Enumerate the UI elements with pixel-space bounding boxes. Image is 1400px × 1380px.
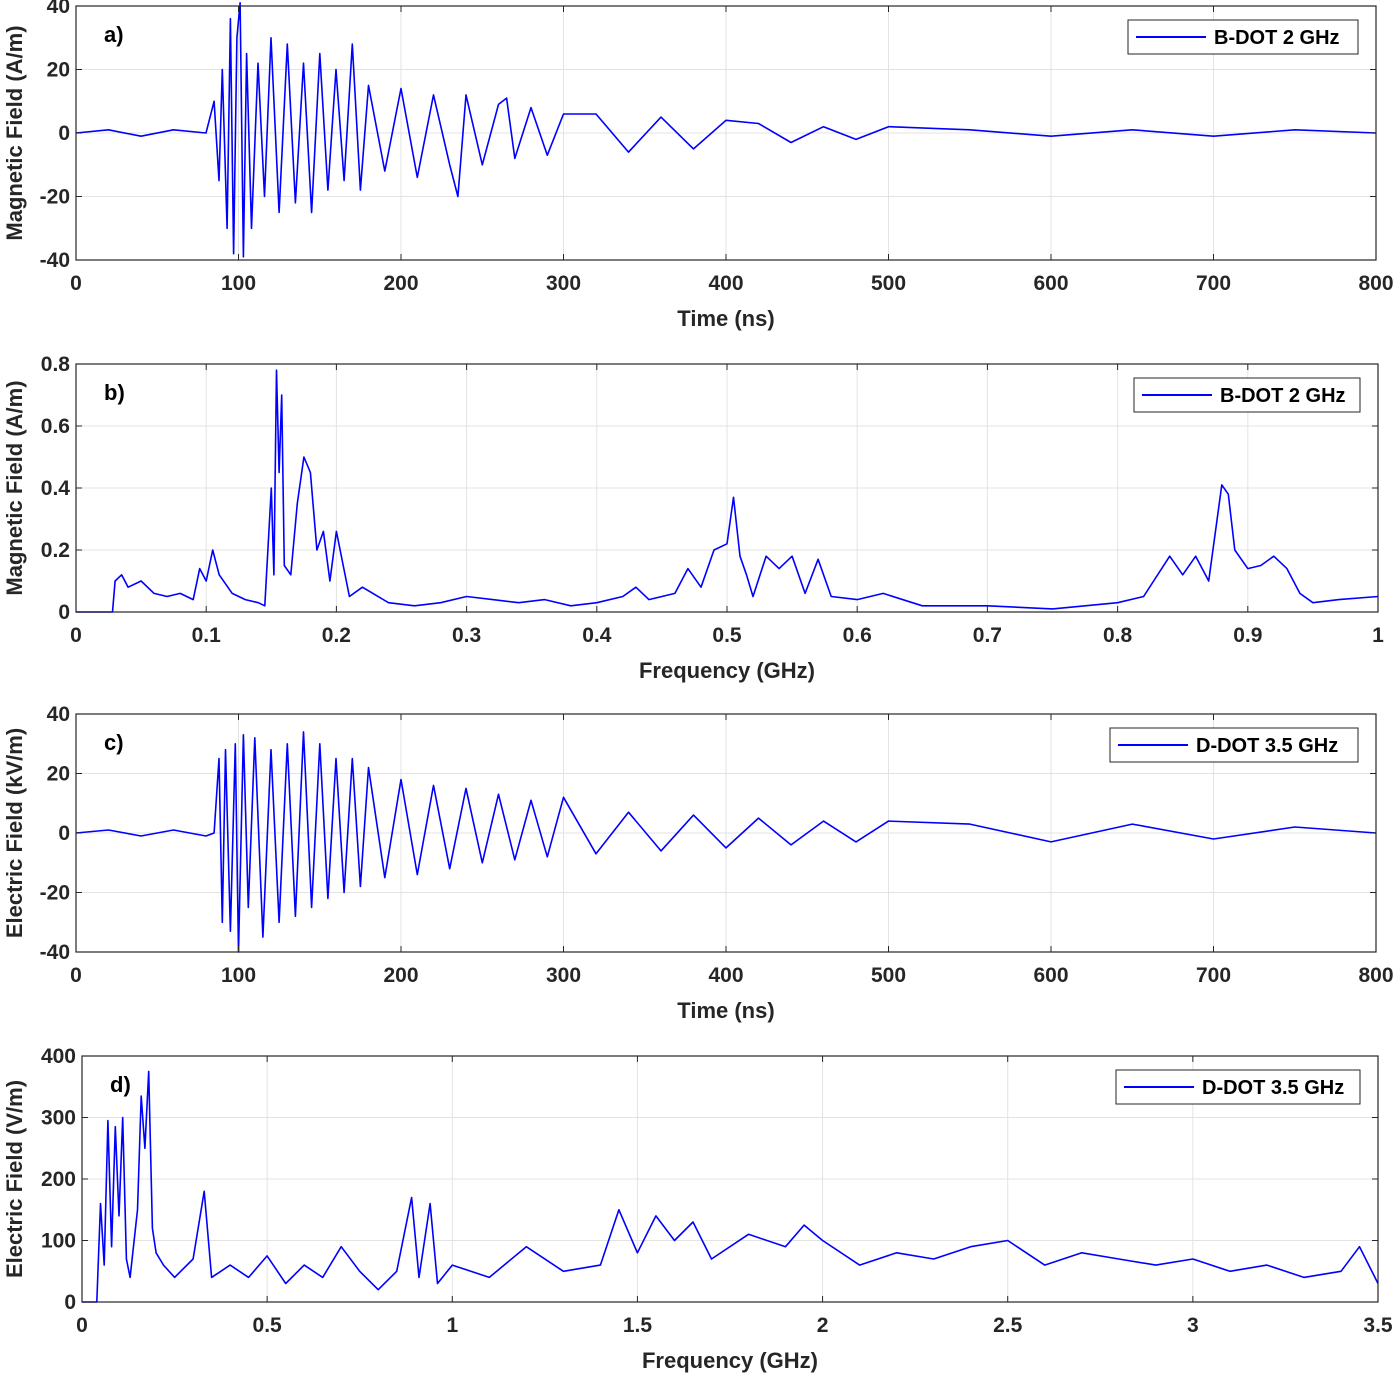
legend: B-DOT 2 GHz xyxy=(1127,19,1359,55)
legend: D-DOT 3.5 GHz xyxy=(1109,727,1359,763)
x-axis-label: Time (ns) xyxy=(677,998,774,1023)
x-tick-label: 0 xyxy=(76,1314,88,1337)
chart-panel-2: 0 0.1 0.2 0.3 0.4 0.5 0.6 0.7 0.8 0.9 1 0 0.2 0.4 0.6 0… xyxy=(2,353,1384,683)
x-tick-label: 3 xyxy=(1187,1314,1199,1337)
x-tick-label: 0.5 xyxy=(712,624,742,647)
x-tick-label: 600 xyxy=(1033,964,1068,987)
panel-label: c) xyxy=(104,730,124,755)
x-tick-label: 0.9 xyxy=(1233,624,1262,647)
x-tick-label: 3.5 xyxy=(1363,1314,1393,1337)
x-tick-label: 100 xyxy=(221,272,256,295)
legend: B-DOT 2 GHz xyxy=(1133,377,1361,413)
legend-entry: B-DOT 2 GHz xyxy=(1220,385,1346,407)
x-tick-label: 0 xyxy=(70,272,82,295)
y-tick-label: 0.2 xyxy=(41,539,70,562)
x-tick-label: 400 xyxy=(708,964,743,987)
chart-panel-3: 0 100 200 300 400 500 600 700 800 -40 -20 0 20 40 Time… xyxy=(2,703,1394,1023)
y-tick-label: -40 xyxy=(40,249,70,272)
series-line-1 xyxy=(75,731,1377,953)
x-tick-label: 2.5 xyxy=(993,1314,1023,1337)
legend-entry: D-DOT 3.5 GHz xyxy=(1202,1077,1344,1099)
y-tick-label: 20 xyxy=(47,59,70,82)
x-tick-label: 400 xyxy=(708,272,743,295)
y-tick-label: 0 xyxy=(58,122,70,145)
x-tick-label: 500 xyxy=(871,964,906,987)
y-tick-label: 400 xyxy=(41,1045,76,1068)
series-line-1 xyxy=(82,1070,1379,1303)
x-tick-label: 600 xyxy=(1033,272,1068,295)
y-tick-label: 0 xyxy=(64,1291,76,1314)
x-tick-label: 1 xyxy=(1372,624,1384,647)
y-tick-label: 0.8 xyxy=(41,353,71,376)
x-tick-label: 700 xyxy=(1196,964,1231,987)
x-tick-label: 0.6 xyxy=(843,624,872,647)
x-tick-label: 0.7 xyxy=(973,624,1002,647)
x-tick-label: 800 xyxy=(1358,272,1393,295)
chart-panel-1: 0 100 200 300 400 500 600 700 800 -40 -20 0 20 40 Time… xyxy=(2,0,1394,331)
y-tick-label: 0.6 xyxy=(41,415,70,438)
y-tick-label: 40 xyxy=(47,0,70,18)
series-line-1 xyxy=(75,1,1377,258)
x-tick-label: 0.3 xyxy=(452,624,481,647)
x-tick-label: 0.8 xyxy=(1103,624,1133,647)
x-tick-label: 700 xyxy=(1196,272,1231,295)
x-tick-label: 500 xyxy=(871,272,906,295)
series-line-1 xyxy=(76,369,1379,613)
panel-label: b) xyxy=(104,380,125,405)
y-axis-label: Electric Field (kV/m) xyxy=(2,728,27,938)
x-axis-label: Frequency (GHz) xyxy=(639,658,815,683)
x-tick-label: 0 xyxy=(70,624,82,647)
x-tick-label: 300 xyxy=(546,964,581,987)
x-tick-label: 0.5 xyxy=(253,1314,283,1337)
x-tick-label: 800 xyxy=(1358,964,1393,987)
legend-box xyxy=(1115,1069,1361,1105)
x-tick-label: 1 xyxy=(446,1314,458,1337)
y-tick-label: 20 xyxy=(47,763,70,786)
panel-label: a) xyxy=(104,22,124,47)
x-tick-label: 0.1 xyxy=(192,624,222,647)
x-tick-label: 0.2 xyxy=(322,624,351,647)
x-tick-label: 2 xyxy=(817,1314,829,1337)
y-axis-label: Magnetic Field (A/m) xyxy=(2,380,27,595)
y-tick-label: -40 xyxy=(40,941,70,964)
y-axis-label: Magnetic Field (A/m) xyxy=(2,25,27,240)
y-tick-label: 0.4 xyxy=(41,477,71,500)
y-tick-label: -20 xyxy=(40,186,70,209)
y-tick-label: 0 xyxy=(58,822,70,845)
x-tick-label: 200 xyxy=(383,272,418,295)
y-tick-label: -20 xyxy=(40,882,70,905)
y-tick-label: 100 xyxy=(41,1230,76,1253)
legend: D-DOT 3.5 GHz xyxy=(1115,1069,1361,1105)
x-tick-label: 0 xyxy=(70,964,82,987)
legend-entry: B-DOT 2 GHz xyxy=(1214,27,1340,49)
x-axis-label: Time (ns) xyxy=(677,306,774,331)
y-tick-label: 200 xyxy=(41,1168,76,1191)
x-tick-label: 200 xyxy=(383,964,418,987)
x-tick-label: 100 xyxy=(221,964,256,987)
y-axis-label: Electric Field (V/m) xyxy=(2,1080,27,1278)
y-tick-label: 0 xyxy=(58,601,70,624)
x-tick-label: 0.4 xyxy=(582,624,612,647)
y-tick-label: 300 xyxy=(41,1107,76,1130)
panel-label: d) xyxy=(110,1072,131,1097)
x-tick-label: 1.5 xyxy=(623,1314,653,1337)
legend-entry: D-DOT 3.5 GHz xyxy=(1196,735,1338,757)
y-tick-label: 40 xyxy=(47,703,70,726)
x-axis-label: Frequency (GHz) xyxy=(642,1348,818,1373)
chart-panel-4: 0 0.5 1 1.5 2 2.5 3 3.5 0 100 200 300 400 Frequency (… xyxy=(2,1045,1393,1373)
x-tick-label: 300 xyxy=(546,272,581,295)
